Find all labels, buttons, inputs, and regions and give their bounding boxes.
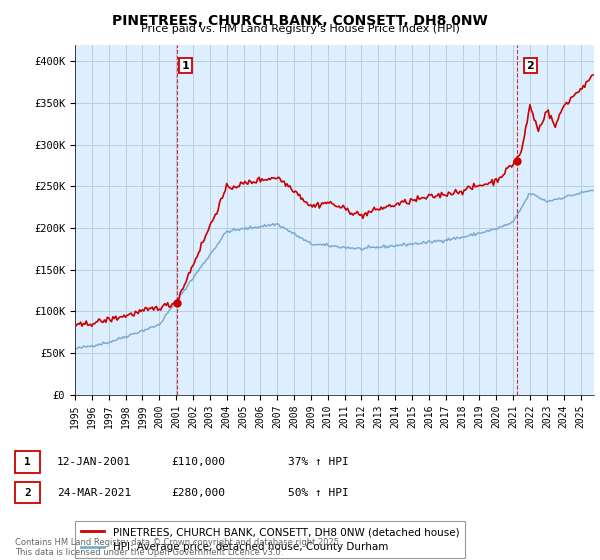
- Text: £280,000: £280,000: [171, 488, 225, 498]
- Text: 37% ↑ HPI: 37% ↑ HPI: [288, 457, 349, 467]
- Text: 1: 1: [181, 60, 189, 71]
- Text: £110,000: £110,000: [171, 457, 225, 467]
- Text: 2: 2: [24, 488, 31, 498]
- Text: 2: 2: [527, 60, 535, 71]
- Text: 12-JAN-2001: 12-JAN-2001: [57, 457, 131, 467]
- Legend: PINETREES, CHURCH BANK, CONSETT, DH8 0NW (detached house), HPI: Average price, d: PINETREES, CHURCH BANK, CONSETT, DH8 0NW…: [75, 521, 466, 558]
- Text: PINETREES, CHURCH BANK, CONSETT, DH8 0NW: PINETREES, CHURCH BANK, CONSETT, DH8 0NW: [112, 14, 488, 28]
- Text: 24-MAR-2021: 24-MAR-2021: [57, 488, 131, 498]
- Text: Contains HM Land Registry data © Crown copyright and database right 2025.
This d: Contains HM Land Registry data © Crown c…: [15, 538, 341, 557]
- Text: Price paid vs. HM Land Registry's House Price Index (HPI): Price paid vs. HM Land Registry's House …: [140, 24, 460, 34]
- Text: 1: 1: [24, 457, 31, 467]
- Text: 50% ↑ HPI: 50% ↑ HPI: [288, 488, 349, 498]
